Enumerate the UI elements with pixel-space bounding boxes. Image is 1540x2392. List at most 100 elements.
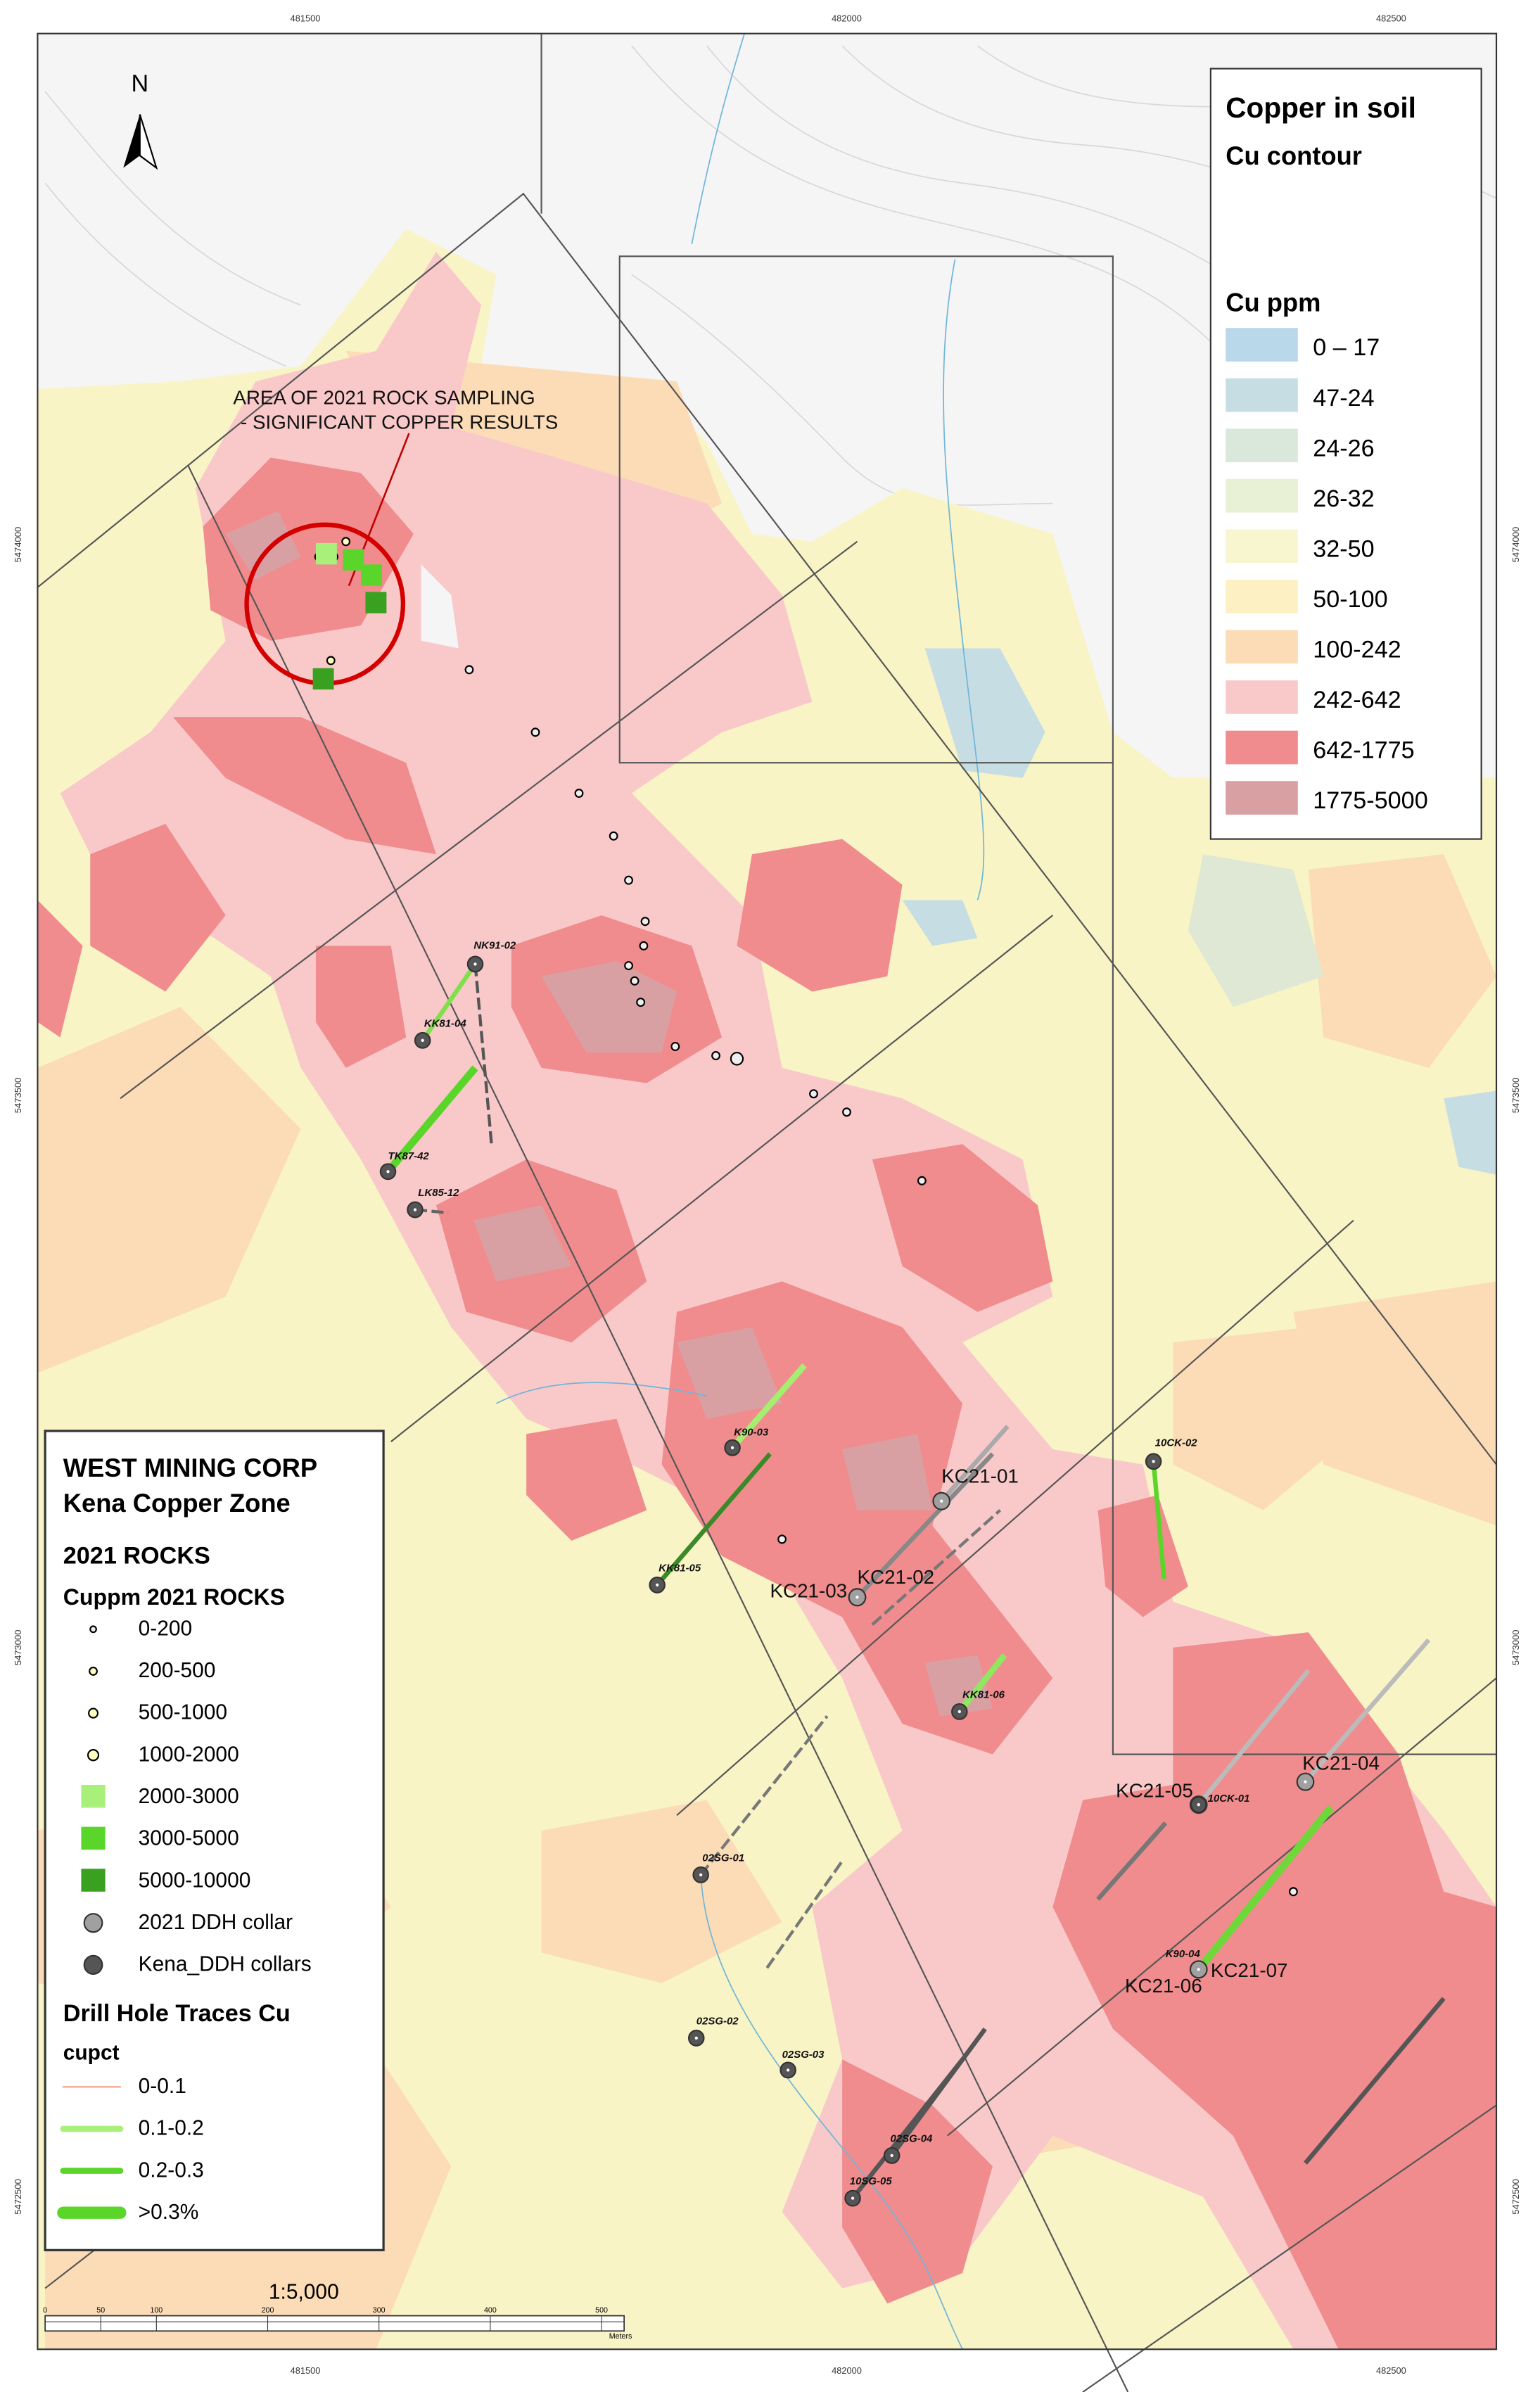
rock-sample: [574, 789, 584, 799]
legend-label: 642-1775: [1313, 737, 1415, 763]
legend-swatch: [1226, 378, 1298, 412]
drill-label: KC21-04: [1302, 1752, 1380, 1774]
rock-sample: [609, 831, 618, 841]
drill-trace: [1096, 1821, 1168, 1901]
drill-trace: [939, 1425, 1010, 1503]
legend-swatch: [1226, 630, 1298, 664]
drill-collar-dot: [1152, 1460, 1155, 1463]
legend-swatch: [1226, 730, 1298, 765]
scale-label: 200: [262, 2306, 274, 2315]
drill-label: 10CK-01: [1208, 1793, 1250, 1805]
drill-label: 02SG-03: [782, 2049, 825, 2061]
drill-trace: [385, 1065, 478, 1174]
rock-sample: [639, 941, 649, 950]
rock-sample: [1289, 1887, 1298, 1897]
drill-label: KC21-02: [857, 1566, 934, 1588]
legend-symbol: [89, 1625, 97, 1634]
drill-label: KC21-05: [1116, 1779, 1193, 1801]
legend-label: 2021 DDH collar: [139, 1911, 293, 1934]
scale-label: 500: [595, 2306, 608, 2315]
legend-label: >0.3%: [139, 2201, 199, 2224]
legend-heading: Cu ppm: [1226, 288, 1321, 317]
easting: 482500: [1376, 2365, 1406, 2376]
project: Kena Copper Zone: [63, 1489, 291, 1518]
legend-label: 3000-5000: [139, 1826, 239, 1850]
drill-collar-dot: [851, 2196, 855, 2200]
drill-trace: [1195, 1805, 1334, 1972]
drill-label: 02SG-01: [702, 1852, 744, 1864]
drill-label: KC21-01: [941, 1465, 1019, 1487]
legend-swatch: [1226, 529, 1298, 564]
drill-collar-dot: [1304, 1780, 1307, 1783]
section: 2021 ROCKS: [63, 1542, 210, 1569]
rock-sample: [326, 656, 336, 666]
drill-label: KC21-03: [770, 1579, 848, 1601]
drill-trace: [851, 2058, 965, 2200]
northing: 5473500: [13, 1078, 23, 1114]
legend-symbol: [88, 1707, 99, 1719]
drill-label: K90-04: [1166, 1948, 1201, 1960]
drill-collar-dot: [890, 2154, 893, 2158]
legend-symbol: [87, 1749, 100, 1762]
legend-label: 1775-5000: [1313, 787, 1428, 814]
drill-collar-dot: [1197, 1968, 1200, 1971]
annotation: - SIGNIFICANT COPPER RESULTS: [241, 411, 558, 433]
rock-sample: [636, 998, 646, 1007]
scale-label: 300: [373, 2306, 386, 2315]
rock-sample-square: [312, 668, 334, 690]
drill-collar-dot: [957, 1710, 961, 1714]
rock-sample-square: [361, 564, 382, 586]
legend-symbol: [89, 1666, 98, 1676]
legend-swatch: [1226, 579, 1298, 613]
drill-collar-dot: [699, 1873, 703, 1877]
drill-trace: [1304, 1638, 1431, 1783]
legend-label: 32-50: [1313, 535, 1374, 562]
easting: 481500: [291, 13, 321, 23]
scale: 1:5,000: [269, 2281, 339, 2304]
drill-collar-dot: [1197, 1803, 1200, 1807]
legend-label: 50-100: [1313, 586, 1387, 613]
rock-sample: [630, 976, 639, 986]
drill-traces: [385, 962, 1446, 2200]
rock-sample: [842, 1107, 851, 1117]
drill-label: 10SG-05: [850, 2175, 892, 2187]
rock-sample: [670, 1041, 680, 1052]
drill-label: KC21-06: [1125, 1975, 1202, 1997]
northing: 5473500: [1510, 1078, 1521, 1114]
drill-label: KC21-07: [1211, 1959, 1288, 1981]
legend-symbol: [83, 1913, 103, 1933]
scale-label: 100: [150, 2306, 163, 2315]
legend-symbol: [81, 1869, 106, 1892]
easting: 481500: [291, 2365, 321, 2376]
drill-trace: [699, 1715, 829, 1876]
legend-swatch: [1226, 781, 1298, 815]
drill-collar-dot: [730, 1446, 734, 1449]
legend-label: 2000-3000: [139, 1785, 239, 1808]
easting: 482000: [832, 2365, 862, 2376]
company: WEST MINING CORP: [63, 1453, 317, 1482]
drill-trace: [655, 1452, 772, 1587]
drill-collar-dot: [386, 1170, 390, 1173]
drill-label: 02SG-02: [696, 2015, 739, 2027]
drill-collar-dot: [656, 1583, 659, 1587]
rocks-heading: Cuppm 2021 ROCKS: [63, 1584, 285, 1610]
legend-symbol: [83, 1954, 103, 1975]
north-label: N: [131, 70, 148, 97]
legend-subtitle: Cu contour: [1226, 141, 1362, 170]
legend-label: 26-32: [1313, 485, 1374, 512]
drill-label: KK81-05: [658, 1562, 701, 1574]
drill-trace: [1304, 1997, 1446, 2165]
drill-collar-dot: [787, 2068, 790, 2072]
northing: 5474000: [13, 527, 23, 563]
legend-swatch: [1226, 478, 1298, 513]
rock-sample: [711, 1051, 720, 1061]
legend-label: 100-242: [1313, 636, 1401, 663]
drill-trace: [1151, 1461, 1166, 1579]
legend-label: 1000-2000: [139, 1743, 239, 1766]
legend-label: 200-500: [139, 1659, 216, 1682]
drill-trace: [473, 964, 494, 1147]
drill-label: LK85-12: [418, 1187, 459, 1199]
rock-sample-square: [343, 549, 364, 571]
drill-label: 10CK-02: [1155, 1437, 1197, 1449]
